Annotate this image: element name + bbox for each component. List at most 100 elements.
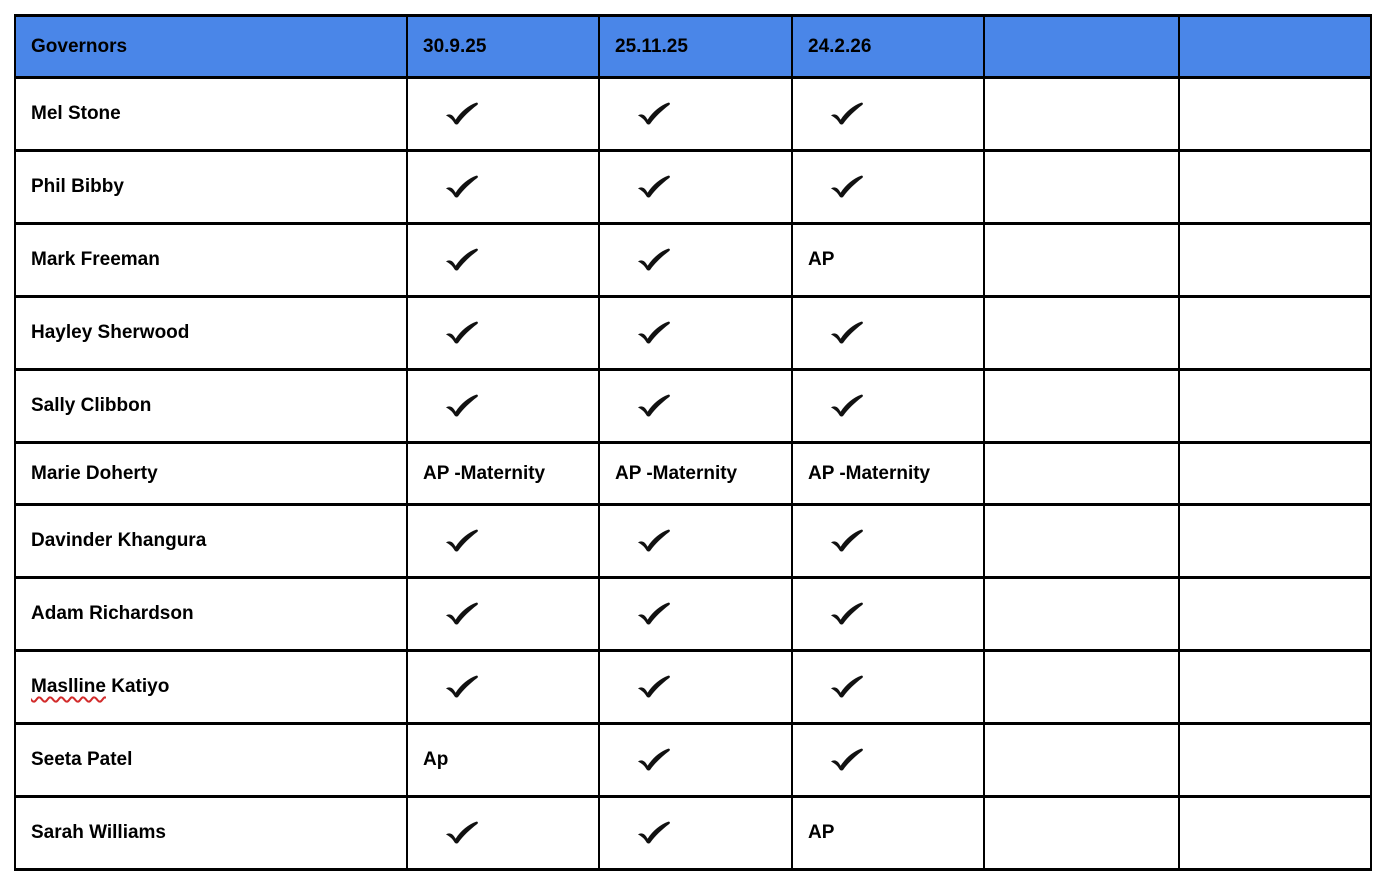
- check-icon: [446, 821, 478, 844]
- attendance-cell[interactable]: [983, 76, 1180, 152]
- attendance-text: Ap: [423, 749, 449, 770]
- attendance-cell[interactable]: [983, 576, 1180, 652]
- attendance-cell[interactable]: [406, 76, 600, 152]
- check-icon: [446, 675, 478, 698]
- attendance-cell[interactable]: [983, 649, 1180, 725]
- attendance-cell[interactable]: [983, 441, 1180, 506]
- attendance-cell[interactable]: [1178, 76, 1372, 152]
- governor-name-cell[interactable]: Adam Richardson: [14, 576, 408, 652]
- attendance-cell[interactable]: [1178, 441, 1372, 506]
- attendance-cell[interactable]: [598, 368, 793, 444]
- governor-name: Sally Clibbon: [31, 395, 152, 416]
- attendance-cell[interactable]: [598, 722, 793, 798]
- attendance-cell[interactable]: [983, 295, 1180, 371]
- attendance-cell[interactable]: [1178, 295, 1372, 371]
- check-icon: [831, 748, 863, 771]
- attendance-cell[interactable]: [791, 722, 985, 798]
- governor-name-cell[interactable]: Phil Bibby: [14, 149, 408, 225]
- check-icon: [638, 248, 670, 271]
- governor-name-cell[interactable]: Seeta Patel: [14, 722, 408, 798]
- attendance-cell[interactable]: [983, 368, 1180, 444]
- attendance-cell[interactable]: [791, 295, 985, 371]
- attendance-cell[interactable]: [1178, 649, 1372, 725]
- attendance-cell[interactable]: [406, 503, 600, 579]
- governor-name: Mark Freeman: [31, 249, 160, 270]
- attendance-cell[interactable]: [598, 795, 793, 871]
- attendance-cell[interactable]: [598, 222, 793, 298]
- governor-name-cell[interactable]: Davinder Khangura: [14, 503, 408, 579]
- governor-name-cell[interactable]: Marie Doherty: [14, 441, 408, 506]
- header-cell-empty-4[interactable]: [983, 14, 1180, 79]
- attendance-cell[interactable]: [598, 503, 793, 579]
- attendance-cell[interactable]: [791, 576, 985, 652]
- check-icon: [831, 175, 863, 198]
- attendance-cell[interactable]: [983, 795, 1180, 871]
- header-cell-governors[interactable]: Governors: [14, 14, 408, 79]
- table-row-marie-doherty: Marie Doherty AP -Maternity AP -Maternity A…: [14, 441, 1372, 506]
- attendance-cell[interactable]: [406, 649, 600, 725]
- attendance-cell[interactable]: [983, 222, 1180, 298]
- attendance-cell[interactable]: [983, 149, 1180, 225]
- attendance-cell[interactable]: [983, 722, 1180, 798]
- governor-name: Mel Stone: [31, 103, 121, 124]
- governor-name: Seeta Patel: [31, 749, 133, 770]
- check-icon: [638, 529, 670, 552]
- attendance-cell[interactable]: [598, 295, 793, 371]
- table-body: Mel Stone Phil Bibby Mark Freeman AP Hayley …: [14, 76, 1372, 871]
- attendance-cell[interactable]: [406, 576, 600, 652]
- governor-name-cell[interactable]: Sally Clibbon: [14, 368, 408, 444]
- attendance-text: AP: [808, 822, 835, 843]
- attendance-cell[interactable]: [1178, 722, 1372, 798]
- attendance-cell[interactable]: [983, 503, 1180, 579]
- attendance-cell[interactable]: [1178, 795, 1372, 871]
- attendance-cell[interactable]: [406, 295, 600, 371]
- attendance-cell[interactable]: [791, 649, 985, 725]
- attendance-cell[interactable]: [406, 368, 600, 444]
- attendance-cell[interactable]: [791, 149, 985, 225]
- check-icon: [831, 321, 863, 344]
- check-icon: [638, 821, 670, 844]
- table-row-hayley-sherwood: Hayley Sherwood: [14, 295, 1372, 371]
- governor-name-cell[interactable]: Mark Freeman: [14, 222, 408, 298]
- header-label: 24.2.26: [808, 35, 872, 57]
- attendance-cell[interactable]: [1178, 368, 1372, 444]
- header-cell-25-11-25[interactable]: 25.11.25: [598, 14, 793, 79]
- governor-name-cell[interactable]: Mel Stone: [14, 76, 408, 152]
- attendance-cell[interactable]: AP -Maternity: [406, 441, 600, 506]
- table-row-sally-clibbon: Sally Clibbon: [14, 368, 1372, 444]
- governor-name: Marie Doherty: [31, 462, 158, 484]
- attendance-cell[interactable]: [1178, 222, 1372, 298]
- attendance-cell[interactable]: [791, 503, 985, 579]
- check-icon: [638, 602, 670, 625]
- governor-name: Hayley Sherwood: [31, 322, 190, 343]
- governor-name-cell[interactable]: Sarah Williams: [14, 795, 408, 871]
- attendance-cell[interactable]: [1178, 503, 1372, 579]
- attendance-cell[interactable]: [598, 76, 793, 152]
- attendance-cell[interactable]: AP: [791, 795, 985, 871]
- attendance-cell[interactable]: [406, 149, 600, 225]
- governor-name-cell[interactable]: Hayley Sherwood: [14, 295, 408, 371]
- check-icon: [638, 748, 670, 771]
- header-cell-empty-5[interactable]: [1178, 14, 1372, 79]
- attendance-cell[interactable]: [791, 368, 985, 444]
- attendance-cell[interactable]: [791, 76, 985, 152]
- check-icon: [638, 675, 670, 698]
- attendance-text: AP -Maternity: [615, 462, 738, 484]
- attendance-cell[interactable]: AP -Maternity: [791, 441, 985, 506]
- attendance-cell[interactable]: [1178, 149, 1372, 225]
- attendance-cell[interactable]: [598, 649, 793, 725]
- attendance-cell[interactable]: [406, 795, 600, 871]
- governor-name-cell[interactable]: Maslline Katiyo: [14, 649, 408, 725]
- attendance-cell[interactable]: [406, 222, 600, 298]
- attendance-cell[interactable]: [598, 149, 793, 225]
- check-icon: [831, 529, 863, 552]
- attendance-cell[interactable]: [598, 576, 793, 652]
- header-cell-30-9-25[interactable]: 30.9.25: [406, 14, 600, 79]
- attendance-cell[interactable]: [1178, 576, 1372, 652]
- attendance-cell[interactable]: Ap: [406, 722, 600, 798]
- check-icon: [446, 602, 478, 625]
- attendance-cell[interactable]: AP -Maternity: [598, 441, 793, 506]
- attendance-cell[interactable]: AP: [791, 222, 985, 298]
- header-cell-24-2-26[interactable]: 24.2.26: [791, 14, 985, 79]
